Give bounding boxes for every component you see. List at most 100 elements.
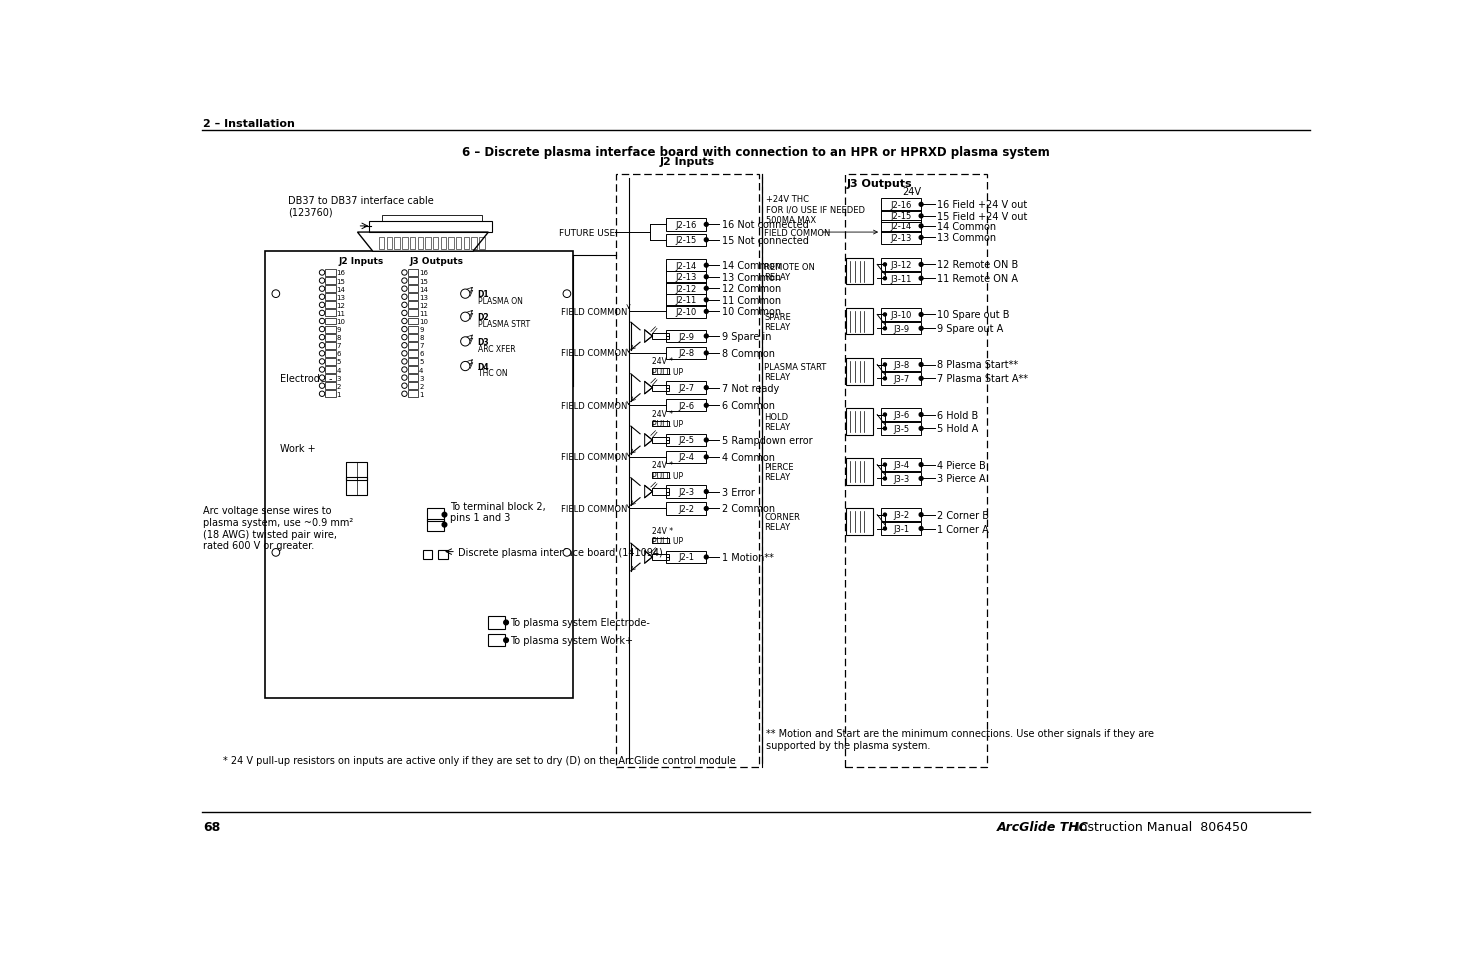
Circle shape — [401, 303, 407, 308]
Text: 11 Common: 11 Common — [721, 295, 780, 306]
Circle shape — [919, 277, 923, 281]
Text: FIELD COMMON: FIELD COMMON — [560, 308, 627, 316]
Bar — [441, 238, 445, 250]
Circle shape — [705, 275, 708, 279]
Circle shape — [705, 438, 708, 442]
Bar — [881, 259, 920, 272]
Circle shape — [504, 639, 509, 642]
Text: 24V *
PULL UP: 24V * PULL UP — [652, 409, 683, 429]
Text: Work +: Work + — [280, 443, 316, 454]
Circle shape — [320, 327, 324, 333]
Text: D1: D1 — [478, 290, 490, 299]
Bar — [407, 342, 419, 350]
Text: 8 Plasma Start**: 8 Plasma Start** — [937, 360, 1018, 370]
Polygon shape — [645, 382, 652, 395]
Circle shape — [320, 311, 324, 316]
Text: ** Motion and Start are the minimum connections. Use other signals if they are
s: ** Motion and Start are the minimum conn… — [766, 728, 1153, 750]
Text: 6 Common: 6 Common — [721, 401, 774, 411]
Bar — [847, 459, 873, 485]
Circle shape — [705, 298, 708, 302]
Text: 4: 4 — [419, 367, 423, 374]
Text: 7 Not ready: 7 Not ready — [721, 383, 779, 394]
Circle shape — [919, 414, 923, 417]
Circle shape — [320, 352, 324, 356]
Circle shape — [919, 477, 923, 481]
Circle shape — [320, 303, 324, 308]
Bar — [652, 369, 670, 375]
Text: 3: 3 — [336, 375, 341, 381]
Text: 5 Hold A: 5 Hold A — [937, 424, 978, 434]
Circle shape — [705, 287, 708, 291]
Bar — [667, 486, 707, 498]
Text: PLASMA STRT: PLASMA STRT — [478, 320, 530, 329]
Circle shape — [401, 383, 407, 389]
Circle shape — [401, 375, 407, 381]
Text: 4 Common: 4 Common — [721, 453, 774, 462]
Text: 8 Common: 8 Common — [721, 349, 774, 358]
Text: J2 Inputs: J2 Inputs — [659, 157, 715, 167]
Bar — [324, 286, 336, 293]
Bar — [324, 383, 336, 390]
Circle shape — [401, 287, 407, 292]
Bar — [881, 309, 920, 321]
Text: 12: 12 — [419, 302, 428, 309]
Bar — [847, 259, 873, 285]
Text: 2 – Installation: 2 – Installation — [204, 118, 295, 129]
Bar — [667, 283, 707, 295]
Bar — [881, 359, 920, 372]
Text: J3-5: J3-5 — [892, 424, 909, 434]
Bar — [652, 538, 670, 543]
Bar — [652, 385, 670, 392]
Bar — [667, 260, 707, 272]
Text: 8: 8 — [419, 335, 423, 341]
Text: J3-10: J3-10 — [891, 311, 912, 319]
Bar — [407, 286, 419, 293]
Circle shape — [919, 527, 923, 531]
Circle shape — [884, 364, 886, 367]
Circle shape — [705, 404, 708, 408]
Circle shape — [401, 327, 407, 333]
Text: 1 Motion**: 1 Motion** — [721, 553, 773, 562]
Text: 7 Plasma Start A**: 7 Plasma Start A** — [937, 374, 1028, 384]
Text: J2-14: J2-14 — [676, 261, 696, 271]
Text: 6 Hold B: 6 Hold B — [937, 410, 978, 420]
Circle shape — [705, 556, 708, 559]
Text: J2-14: J2-14 — [891, 222, 912, 232]
Bar — [407, 375, 419, 381]
Bar — [386, 238, 392, 250]
Bar — [667, 551, 707, 563]
Bar — [369, 222, 493, 233]
Bar — [479, 238, 484, 250]
Bar — [266, 252, 574, 699]
Text: 14: 14 — [336, 286, 345, 293]
Text: J3-9: J3-9 — [892, 324, 909, 334]
Circle shape — [705, 238, 708, 242]
Text: 3: 3 — [419, 375, 423, 381]
Text: 16: 16 — [419, 271, 428, 276]
Text: 6: 6 — [336, 351, 341, 357]
Text: REMOTE ON
RELAY: REMOTE ON RELAY — [764, 262, 814, 282]
Circle shape — [919, 236, 923, 240]
Circle shape — [401, 278, 407, 284]
Bar — [845, 175, 987, 767]
Circle shape — [320, 294, 324, 300]
Text: J2-2: J2-2 — [678, 504, 695, 514]
Bar — [407, 270, 419, 276]
Text: D3: D3 — [478, 337, 490, 347]
Bar — [426, 509, 444, 521]
Text: 15: 15 — [336, 278, 345, 284]
Text: J2 Inputs: J2 Inputs — [338, 256, 384, 266]
Text: PLASMA ON: PLASMA ON — [478, 296, 522, 306]
Bar — [407, 318, 419, 325]
Bar — [324, 335, 336, 341]
Text: 15: 15 — [419, 278, 428, 284]
Text: 11: 11 — [419, 311, 428, 316]
Circle shape — [401, 352, 407, 356]
Text: J2-9: J2-9 — [678, 333, 695, 341]
Text: 16 Not connected: 16 Not connected — [721, 220, 808, 230]
Bar — [881, 509, 920, 521]
Text: J2-15: J2-15 — [891, 213, 912, 221]
Text: 10: 10 — [336, 318, 345, 325]
Text: 1 Corner A: 1 Corner A — [937, 524, 990, 534]
Text: J3-11: J3-11 — [891, 274, 912, 283]
